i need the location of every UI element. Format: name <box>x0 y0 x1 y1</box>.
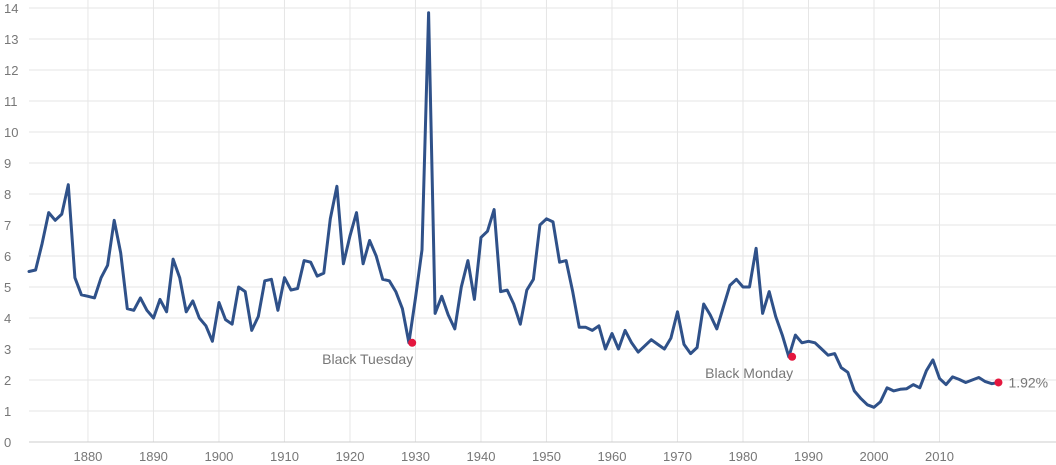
x-tick-label: 1880 <box>73 449 102 464</box>
y-tick-label: 10 <box>4 125 18 140</box>
y-tick-label: 2 <box>4 373 11 388</box>
y-tick-label: 11 <box>4 94 18 109</box>
annotation-label: Black Monday <box>705 365 793 381</box>
x-tick-label: 1950 <box>532 449 561 464</box>
y-tick-label: 0 <box>4 435 11 450</box>
y-tick-label: 7 <box>4 218 11 233</box>
y-tick-label: 3 <box>4 342 11 357</box>
annotation-label: Black Tuesday <box>322 351 413 367</box>
annotation-marker <box>994 378 1003 387</box>
y-tick-label: 5 <box>4 280 11 295</box>
y-tick-label: 9 <box>4 156 11 171</box>
x-tick-label: 1920 <box>336 449 365 464</box>
chart-annotations: Black Tuesday Black Monday 1.92% <box>322 338 1048 390</box>
x-tick-label: 1900 <box>204 449 233 464</box>
x-tick-label: 1890 <box>139 449 168 464</box>
series-line <box>27 11 1000 409</box>
x-tick-label: 1940 <box>467 449 496 464</box>
y-tick-label: 13 <box>4 32 18 47</box>
chart-series <box>27 11 1000 409</box>
annotation-marker <box>408 338 417 347</box>
x-tick-label: 1990 <box>794 449 823 464</box>
y-tick-label: 4 <box>4 311 11 326</box>
chart-gridlines <box>29 0 1056 442</box>
x-tick-label: 1980 <box>729 449 758 464</box>
annotation-marker <box>788 352 797 361</box>
x-tick-label: 1970 <box>663 449 692 464</box>
x-tick-label: 1910 <box>270 449 299 464</box>
y-tick-label: 1 <box>4 404 11 419</box>
y-tick-label: 6 <box>4 249 11 264</box>
x-tick-label: 2000 <box>860 449 889 464</box>
x-tick-label: 1960 <box>598 449 627 464</box>
x-tick-label: 1930 <box>401 449 430 464</box>
y-tick-label: 8 <box>4 187 11 202</box>
x-tick-label: 2010 <box>925 449 954 464</box>
y-tick-label: 12 <box>4 63 18 78</box>
x-axis: 1880 1890 1900 1910 1920 1930 1940 1950 1960 1970… <box>29 441 1056 464</box>
y-tick-label: 14 <box>4 1 18 16</box>
annotation-label: 1.92% <box>1008 374 1048 390</box>
